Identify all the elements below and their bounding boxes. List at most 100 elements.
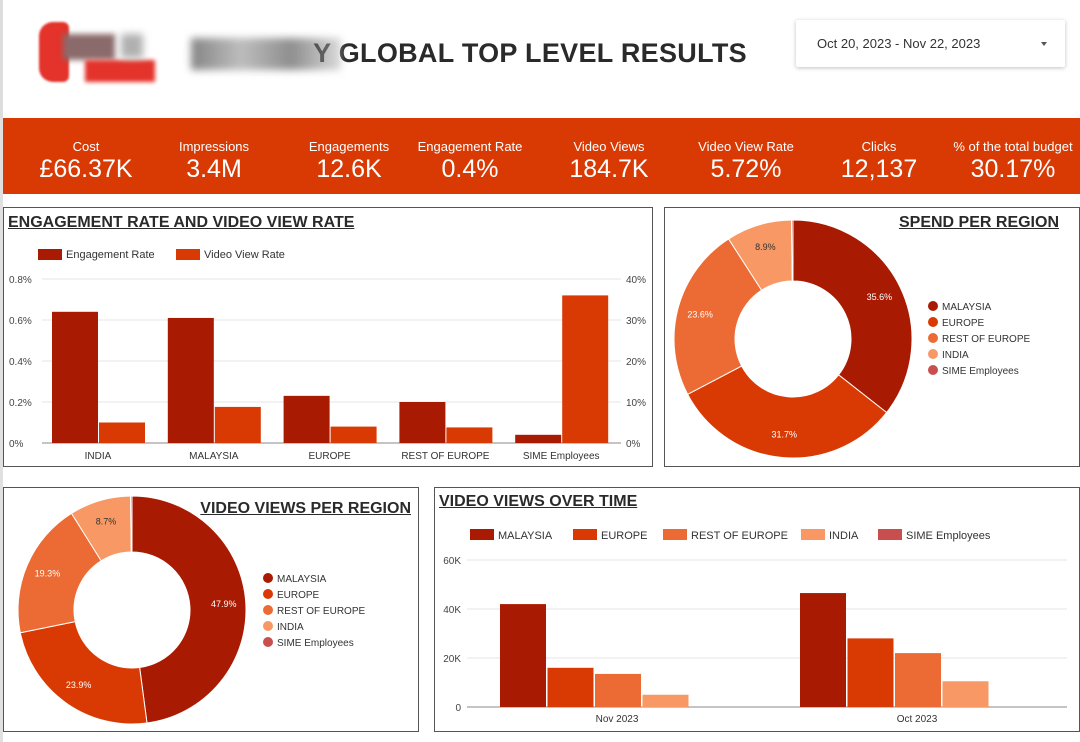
kpi-value: 12.6K	[316, 155, 382, 183]
slice-sime-employees	[130, 495, 133, 553]
bar-video-view-rate-rest-of-europe	[446, 427, 493, 443]
legend-label-europe: EUROPE	[942, 318, 985, 329]
slice-europe	[19, 620, 148, 725]
bar-engagement-rate-rest-of-europe	[399, 402, 446, 443]
y-left-tick: 0%	[9, 439, 24, 450]
slice-label-malaysia: 47.9%	[211, 599, 237, 609]
x-tick-label: Oct 2023	[897, 714, 938, 725]
bar-engagement-rate-india	[52, 311, 98, 443]
legend-dot-europe	[263, 589, 273, 599]
y-right-tick: 10%	[626, 398, 646, 409]
slice-sime-employees	[790, 219, 794, 282]
kpi-value: 5.72%	[710, 155, 782, 183]
kpi-value: 12,137	[840, 155, 918, 183]
legend-label-india: INDIA	[277, 622, 304, 633]
bar-video-view-rate-sime-employees	[562, 295, 609, 443]
kpi-engagement-rate: Engagement Rate 0.4%	[395, 118, 545, 194]
legend-dot-india	[928, 349, 938, 359]
legend-dot-sime-employees	[928, 365, 938, 375]
legend-dot-malaysia	[928, 301, 938, 311]
kpi-value: 0.4%	[441, 155, 499, 183]
legend-label-engagement-rate: Engagement Rate	[66, 249, 155, 261]
y-left-tick: 0.8%	[9, 275, 32, 286]
bar-video-view-rate-india	[99, 422, 145, 443]
kpi-label: Cost	[72, 139, 100, 154]
slice-label-india: 8.7%	[96, 517, 117, 527]
bar-engagement-rate-sime-employees	[515, 434, 562, 443]
kpi-label: Engagement Rate	[417, 139, 523, 154]
chart-title: ENGAGEMENT RATE AND VIDEO VIEW RATE	[8, 214, 355, 231]
date-range-text: Oct 20, 2023 - Nov 22, 2023	[817, 36, 981, 51]
kpi-label: Engagements	[308, 139, 390, 154]
y-left-tick: 0.4%	[9, 357, 32, 368]
dropdown-caret-icon	[1041, 42, 1047, 46]
chart-title: VIDEO VIEWS PER REGION	[200, 500, 411, 517]
legend-label-sime-employees: SIME Employees	[942, 366, 1019, 377]
bar-video-view-rate-malaysia	[214, 406, 261, 443]
x-tick-label: SIME Employees	[523, 451, 600, 462]
chart-title: SPEND PER REGION	[898, 214, 1059, 231]
legend-label-india: INDIA	[829, 530, 859, 542]
bar-india-nov-2023	[642, 694, 689, 707]
kpi-budget-share: % of the total budget 30.17%	[943, 118, 1080, 194]
redacted-title-prefix	[191, 38, 341, 70]
bar-europe-oct-2023	[847, 638, 894, 707]
y-right-tick: 40%	[626, 275, 646, 286]
bar-rest-of-europe-oct-2023	[895, 653, 941, 707]
date-range-picker[interactable]: Oct 20, 2023 - Nov 22, 2023	[796, 20, 1065, 67]
legend-dot-sime-employees	[263, 637, 273, 647]
slice-label-india: 8.9%	[755, 242, 776, 252]
legend-swatch-video-view-rate	[176, 249, 200, 260]
spend-per-region-panel: SPEND PER REGION 35.6% 31.7% 23.6% 8.9% MALA…	[664, 207, 1080, 467]
kpi-video-view-rate: Video View Rate 5.72%	[671, 118, 821, 194]
engagement-rate-chart: Engagement Rate Video View Rate 0% 0% 0.2% 10…	[9, 249, 646, 462]
kpi-label: Video View Rate	[698, 139, 794, 154]
dashboard-header: Y GLOBAL TOP LEVEL RESULTS Oct 20, 2023 …	[0, 0, 1080, 118]
kpi-label: % of the total budget	[953, 139, 1073, 154]
kpi-cost: Cost £66.37K	[11, 118, 161, 194]
legend-label-sime-employees: SIME Employees	[906, 530, 991, 542]
legend-swatch-engagement-rate	[38, 249, 62, 260]
x-tick-label: REST OF EUROPE	[401, 451, 489, 462]
kpi-value: 30.17%	[970, 155, 1056, 183]
kpi-video-views: Video Views 184.7K	[534, 118, 684, 194]
legend-label-rest-of-europe: REST OF EUROPE	[942, 334, 1030, 345]
video-views-over-time-panel: VIDEO VIEWS OVER TIME MALAYSIA EUROPE REST…	[434, 487, 1080, 732]
slice-label-europe: 31.7%	[772, 430, 798, 440]
y-tick: 0	[455, 703, 461, 714]
bar-engagement-rate-europe	[283, 395, 330, 443]
slice-malaysia	[131, 495, 247, 724]
x-tick-label: Nov 2023	[596, 714, 639, 725]
legend-swatch-rest-of-europe	[663, 529, 687, 540]
y-right-tick: 20%	[626, 357, 646, 368]
video-views-per-region-panel: VIDEO VIEWS PER REGION 47.9% 23.9% 19.3% 8.…	[3, 487, 419, 732]
kpi-label: Video Views	[573, 139, 645, 154]
slice-rest-of-europe	[673, 238, 763, 396]
legend-swatch-sime-employees	[878, 529, 902, 540]
legend-dot-europe	[928, 317, 938, 327]
bar-malaysia-nov-2023	[500, 604, 546, 707]
legend-label-rest-of-europe: REST OF EUROPE	[277, 606, 365, 617]
legend-label-europe: EUROPE	[601, 530, 647, 542]
spend-donut-chart: 35.6% 31.7% 23.6% 8.9% MALAYSIA EUROPE REST OF…	[673, 219, 1030, 459]
slice-label-rest-of-europe: 19.3%	[35, 569, 61, 579]
legend-swatch-europe	[573, 529, 597, 540]
x-tick-label: MALAYSIA	[189, 451, 239, 462]
legend-label-rest-of-europe: REST OF EUROPE	[691, 530, 788, 542]
page-title: Y GLOBAL TOP LEVEL RESULTS	[313, 38, 747, 68]
y-right-tick: 30%	[626, 316, 646, 327]
kpi-value: 3.4M	[186, 155, 242, 183]
kpi-engagements: Engagements 12.6K	[274, 118, 424, 194]
legend-label-malaysia: MALAYSIA	[942, 302, 992, 313]
kpi-clicks: Clicks 12,137	[804, 118, 954, 194]
bar-malaysia-oct-2023	[800, 593, 846, 707]
y-left-tick: 0.6%	[9, 316, 32, 327]
kpi-value: £66.37K	[39, 155, 133, 183]
legend-dot-rest-of-europe	[263, 605, 273, 615]
chart-title: VIDEO VIEWS OVER TIME	[439, 493, 638, 510]
bar-video-view-rate-europe	[330, 426, 377, 443]
slice-europe	[686, 365, 888, 459]
x-tick-label: INDIA	[85, 451, 112, 462]
slice-label-rest-of-europe: 23.6%	[687, 310, 713, 320]
legend-dot-india	[263, 621, 273, 631]
